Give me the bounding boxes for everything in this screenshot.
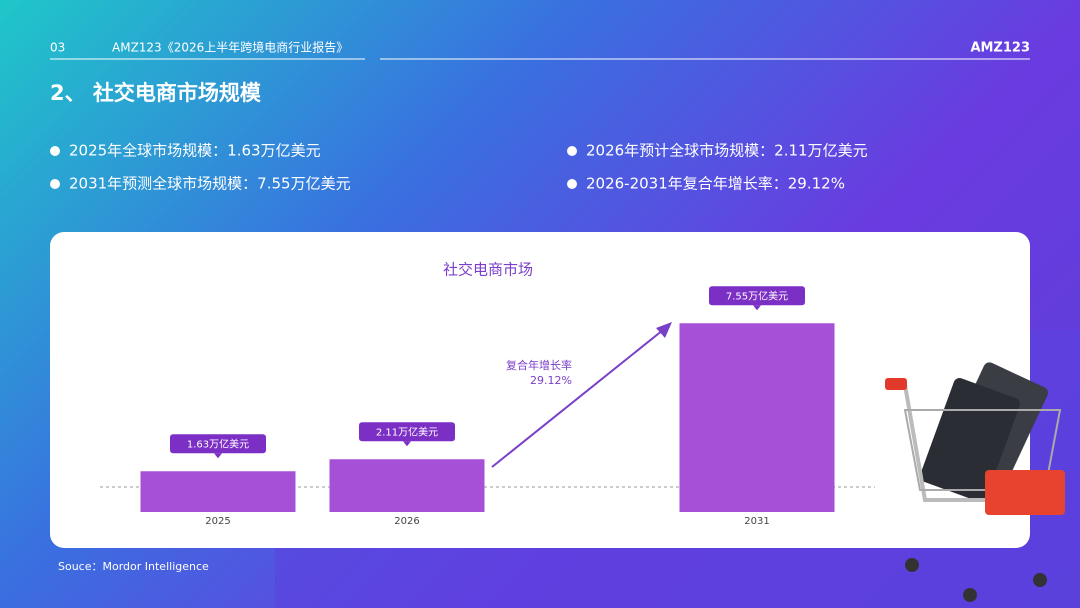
cart-illustration xyxy=(885,362,1065,602)
bullet-text: 2031年预测全球市场规模：7.55万亿美元 xyxy=(69,175,351,193)
x-tick-label: 2031 xyxy=(744,516,769,527)
bullet-dot xyxy=(567,146,577,156)
value-label-box xyxy=(709,286,805,306)
report-title: AMZ123《2026上半年跨境电商行业报告》 xyxy=(112,40,348,55)
page-number: 03 xyxy=(50,41,65,55)
x-tick-label: 2025 xyxy=(205,516,230,527)
bullet-dot xyxy=(50,179,60,189)
section-title: 2、 社交电商市场规模 xyxy=(50,81,262,105)
value-label-pointer xyxy=(214,453,222,459)
chart-title: 社交电商市场 xyxy=(443,261,533,279)
value-label: 2.11万亿美元 xyxy=(376,425,438,438)
value-label-box xyxy=(170,434,266,454)
x-tick-label: 2026 xyxy=(394,516,419,527)
bullet-dot xyxy=(50,146,60,156)
value-label-pointer xyxy=(403,441,411,447)
annotation: 复合年增长率 xyxy=(506,358,572,372)
annotation: 29.12% xyxy=(530,374,572,387)
bullet-dot xyxy=(567,179,577,189)
bar xyxy=(329,459,485,512)
bullet-text: 2025年全球市场规模：1.63万亿美元 xyxy=(69,142,321,160)
growth-arrow xyxy=(491,325,669,468)
bullet-text: 2026-2031年复合年增长率：29.12% xyxy=(586,175,845,193)
bar xyxy=(679,323,835,512)
bullets: 2025年全球市场规模：1.63万亿美元 2026年预计全球市场规模：2.11万亿… xyxy=(50,142,868,193)
arrow-head xyxy=(656,322,672,338)
value-label: 1.63万亿美元 xyxy=(187,437,249,450)
value-label-pointer xyxy=(753,305,761,311)
value-label-box xyxy=(359,422,455,442)
bar xyxy=(140,471,296,512)
source: Souce：Mordor Intelligence xyxy=(58,560,209,573)
value-label: 7.55万亿美元 xyxy=(726,289,788,302)
logo: AMZ123 xyxy=(970,41,1030,56)
bullet-text: 2026年预计全球市场规模：2.11万亿美元 xyxy=(586,142,868,160)
